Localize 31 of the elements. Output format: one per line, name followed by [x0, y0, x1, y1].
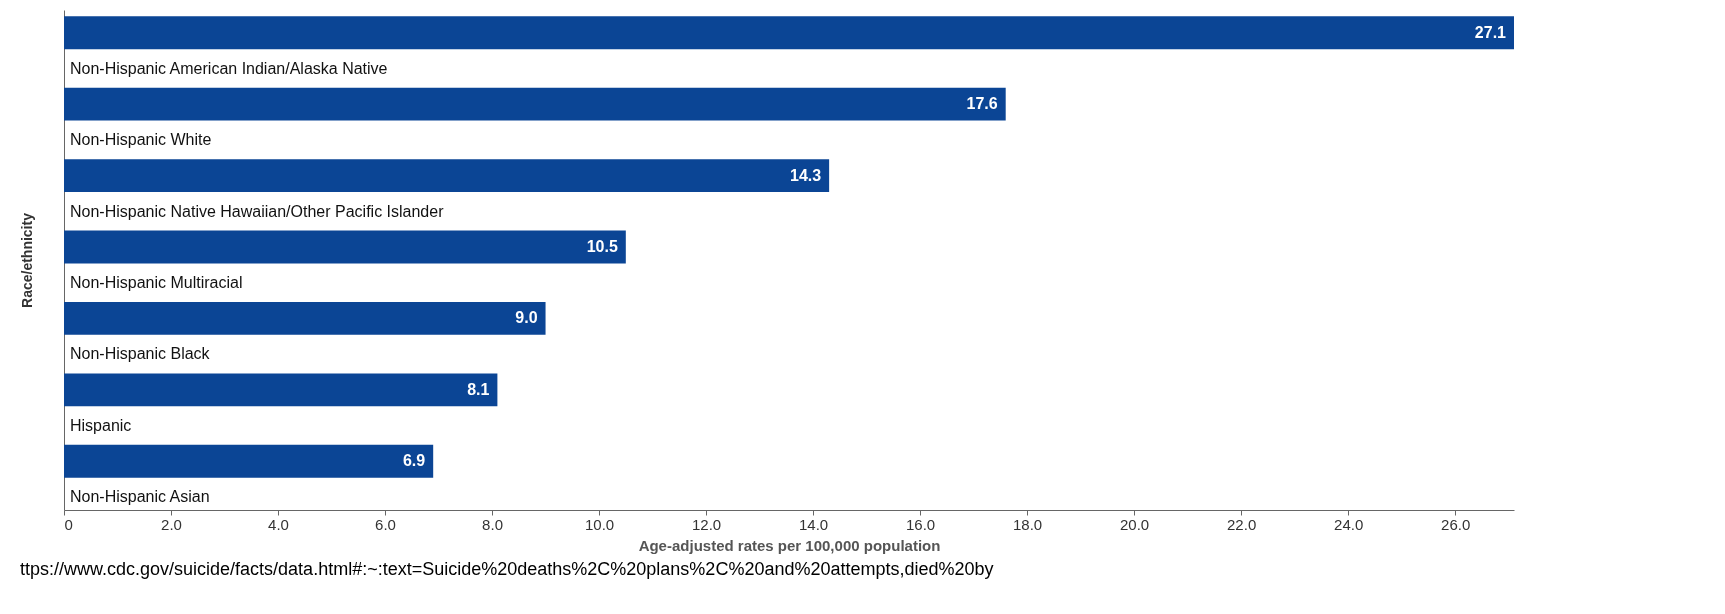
x-tick-label: 2.0 [161, 515, 182, 533]
x-tick-label: 10.0 [584, 515, 615, 533]
x-tick-label: 16.0 [905, 515, 936, 533]
x-tick-label: 24.0 [1334, 515, 1364, 533]
data-label: 17.6 [966, 95, 998, 113]
x-tick-label: 8.0 [482, 515, 503, 533]
data-label: 9.0 [515, 309, 538, 327]
y-tick-label: Non-Hispanic Multiracial [70, 274, 243, 291]
text: ttps://www.cdc.gov/suicide/facts/data.html#:~:text=Suicide%20deaths%2C%20plans%2C%20and%20attempts,died%20by [20, 559, 994, 579]
x-tick-label: 4.0 [268, 515, 289, 533]
y-tick-label: Non-Hispanic Black [70, 345, 211, 363]
y-tick-label: Non-Hispanic Asian [70, 488, 210, 506]
x-axis-title: Age-adjusted rates per 100,000 population [638, 536, 941, 554]
y-tick-label: Non-Hispanic American Indian/Alaska Native [70, 59, 388, 77]
y-axis-title: Race/ethnicity [18, 212, 35, 308]
data-label: 10.5 [586, 238, 618, 255]
x-tick-label: 20.0 [1120, 515, 1150, 533]
data-label: 27.1 [1474, 23, 1507, 41]
y-tick-label: Hispanic [70, 416, 132, 434]
x-tick-label: 22.0 [1227, 515, 1257, 533]
x-tick-label: 6.0 [375, 515, 396, 533]
x-tick-label: 26.0 [1441, 515, 1471, 533]
data-label: 6.9 [402, 452, 426, 470]
x-tick-label: 18.0 [1013, 515, 1043, 533]
data-label: 14.3 [789, 166, 822, 184]
data-label: 8.1 [467, 380, 490, 398]
x-tick-label: 12.0 [691, 515, 722, 533]
y-tick-label: Non-Hispanic Native Hawaiian/Other Pacific Islander [70, 202, 445, 220]
y-tick-label: Non-Hispanic White [70, 131, 212, 149]
x-tick-label: 0 [64, 515, 73, 533]
x-tick-label: 14.0 [798, 515, 829, 533]
